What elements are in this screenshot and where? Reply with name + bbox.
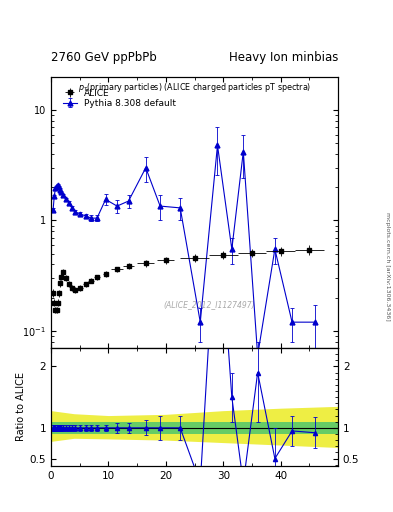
Text: Heavy Ion minbias: Heavy Ion minbias	[229, 51, 338, 64]
Text: $p_T$(primary particles) (ALICE charged particles pT spectra): $p_T$(primary particles) (ALICE charged …	[78, 81, 311, 94]
Text: 2760 GeV ppPbPb: 2760 GeV ppPbPb	[51, 51, 157, 64]
Y-axis label: Ratio to ALICE: Ratio to ALICE	[16, 372, 26, 441]
Legend: ALICE, Pythia 8.308 default: ALICE, Pythia 8.308 default	[61, 87, 178, 110]
Text: mcplots.cern.ch [arXiv:1306.3436]: mcplots.cern.ch [arXiv:1306.3436]	[385, 212, 389, 321]
Text: (ALICE_2012_I1127497): (ALICE_2012_I1127497)	[163, 300, 255, 309]
